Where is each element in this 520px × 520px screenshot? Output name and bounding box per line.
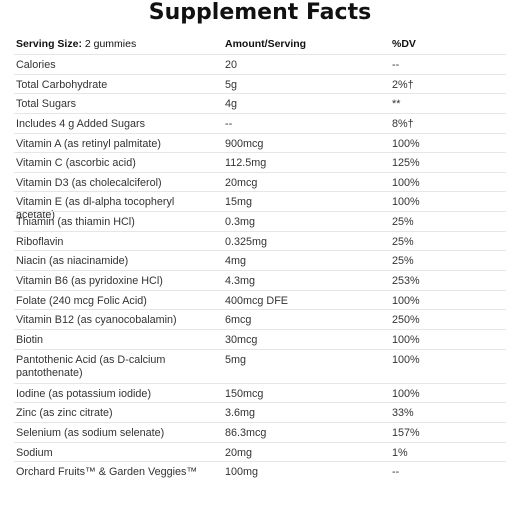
nutrient-name: Vitamin C (ascorbic acid) [16,157,136,170]
dv-value: 157% [392,426,420,439]
dv-value: -- [392,466,400,479]
dv-value: 8%† [392,117,414,130]
table-row: Vitamin D3 (as cholecalciferol) 20mcg 100% [14,171,506,192]
table-row: Calories 20 -- [14,54,506,74]
nutrient-name: Biotin [16,333,44,346]
amount-value: 86.3mcg [225,426,267,439]
nutrient-name: Niacin (as niacinamide) [16,255,129,268]
amount-value: -- [225,117,233,130]
serving-size: Serving Size: 2 gummies [16,38,216,51]
amount-value: 400mcg DFE [225,294,289,307]
table-row: Pantothenic Acid (as D-calcium pantothen… [14,348,506,383]
amount-value: 3.6mg [225,407,256,420]
dv-value: 125% [392,157,420,170]
nutrient-name: Calories [16,59,56,71]
dv-value: 250% [392,314,420,327]
amount-value: 0.3mg [225,216,256,229]
table-row: Niacin (as niacinamide) 4mg 25% [14,250,506,270]
table-row: Iodine (as potassium iodide) 150mcg 100% [14,382,506,403]
nutrient-name: Zinc (as zinc citrate) [16,407,113,420]
amount-value: 30mcg [225,333,258,346]
amount-header: Amount/Serving [225,38,307,50]
supplement-facts-table: Serving Size: 2 gummies Amount/Serving %… [14,36,506,481]
dv-value: 100% [392,176,420,189]
nutrient-name: Includes 4 g Added Sugars [16,117,146,130]
dv-value: 100% [392,294,420,307]
nutrient-name: Iodine (as potassium iodide) [16,387,152,400]
page-title: Supplement Facts [148,0,372,25]
table-row: Folate (240 mcg Folic Acid) 400mcg DFE 100… [14,289,506,310]
dv-value: 1% [392,446,408,459]
amount-value: 20mcg [225,176,258,189]
amount-value: 20mg [225,446,253,459]
amount-value: 4.3mg [225,275,256,288]
dv-value: 100% [392,333,420,346]
table-row: Total Sugars 4g ** [14,93,506,113]
amount-value: 900mcg [225,137,264,150]
serving-size-label: Serving Size: [16,38,82,50]
table-row: Vitamin B6 (as pyridoxine HCl) 4.3mg 253% [14,270,506,290]
nutrient-name: Thiamin (as thiamin HCl) [16,216,135,229]
dv-header: %DV [392,38,416,50]
dv-value: 25% [392,235,414,248]
table-header: Serving Size: 2 gummies Amount/Serving %… [14,36,506,54]
dv-value: 2%† [392,78,414,91]
nutrient-name: Vitamin E (as dl-alpha tocopheryl acetat… [16,196,175,222]
nutrient-name: Riboflavin [16,235,64,248]
table-row: Includes 4 g Added Sugars -- 8%† [14,112,506,133]
amount-value: 15mg [225,196,253,209]
dv-value: 25% [392,216,414,229]
nutrient-name: Pantothenic Acid (as D-calcium pantothen… [16,353,166,379]
nutrient-name: Total Carbohydrate [16,78,108,91]
dv-value: 100% [392,387,420,400]
table-row: Selenium (as sodium selenate) 86.3mcg 157% [14,421,506,442]
nutrient-name: Folate (240 mcg Folic Acid) [16,294,147,307]
nutrient-name: Sodium [16,446,53,459]
dv-value: 100% [392,137,420,150]
nutrient-name: Vitamin D3 (as cholecalciferol) [16,176,162,189]
table-row: Riboflavin 0.325mg 25% [14,230,506,251]
amount-value: 0.325mg [225,235,268,248]
dv-value: 25% [392,255,414,268]
table-row: Vitamin C (ascorbic acid) 112.5mg 125% [14,152,506,172]
table-body: Calories 20 -- Total Carbohydrate 5g 2%† Total… [14,54,506,481]
table-row: Vitamin E (as dl-alpha tocopheryl acetat… [14,191,506,221]
table-row: Vitamin B12 (as cyanocobalamin) 6mcg 250% [14,309,506,329]
dv-value: 33% [392,407,414,420]
nutrient-name: Selenium (as sodium selenate) [16,426,165,439]
nutrient-name: Orchard Fruits™ & Garden Veggies™ [16,466,198,479]
amount-value: 6mcg [225,314,252,327]
amount-value: 150mcg [225,387,264,400]
nutrient-name: Total Sugars [16,98,77,111]
nutrient-name: Vitamin B12 (as cyanocobalamin) [16,314,177,327]
table-row: Sodium 20mg 1% [14,441,506,462]
table-row: Vitamin A (as retinyl palmitate) 900mcg 10… [14,132,506,153]
dv-value: 100% [392,353,420,366]
amount-value: 100mg [225,466,259,479]
table-row: Zinc (as zinc citrate) 3.6mg 33% [14,402,506,422]
dv-value: -- [392,59,400,71]
dv-value: 253% [392,275,420,288]
dv-value: 100% [392,196,420,209]
amount-value: 20 [225,59,238,71]
table-row: Total Carbohydrate 5g 2%† [14,73,506,94]
amount-value: 5g [225,78,238,91]
dv-value: ** [392,98,401,111]
table-row: Biotin 30mcg 100% [14,328,506,349]
nutrient-name: Vitamin B6 (as pyridoxine HCl) [16,275,163,288]
amount-value: 5mg [225,353,247,366]
table-row: Orchard Fruits™ & Garden Veggies™ 100mg -- [14,461,506,481]
amount-value: 112.5mg [225,157,267,170]
table-row: Thiamin (as thiamin HCl) 0.3mg 25% [14,211,506,231]
amount-value: 4g [225,98,238,111]
amount-value: 4mg [225,255,247,268]
nutrient-name: Vitamin A (as retinyl palmitate) [16,137,162,150]
serving-size-value: 2 gummies [84,38,137,50]
